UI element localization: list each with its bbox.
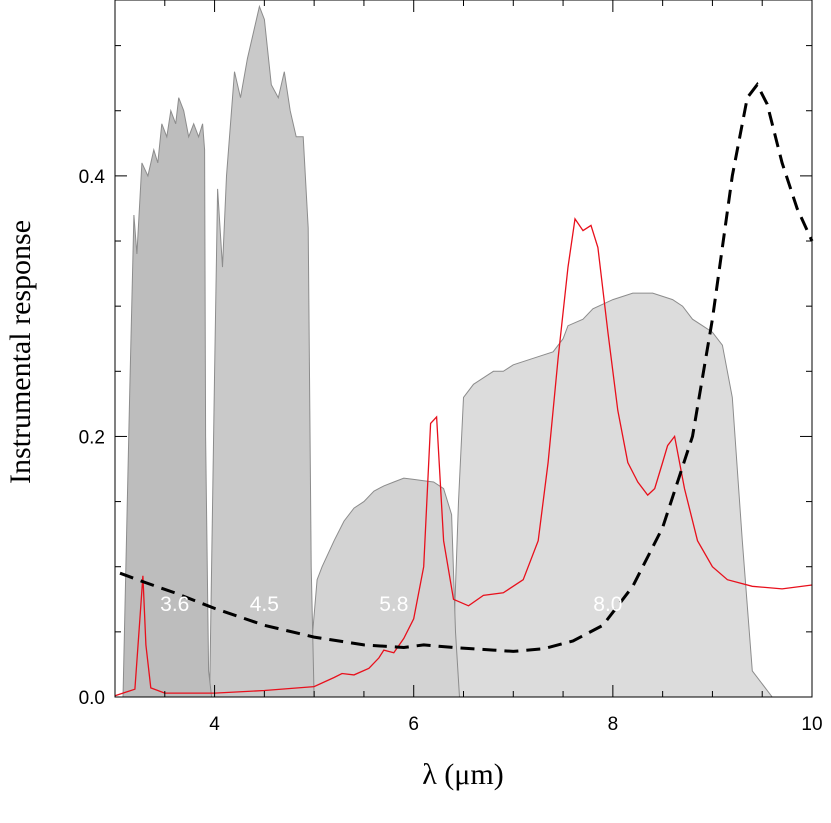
- x-tick-label: 4: [209, 714, 220, 735]
- x-tick-label: 10: [801, 714, 822, 735]
- band-labels: 3.6 4.5 5.8 8.0: [160, 593, 622, 616]
- x-axis-title: λ (μm): [422, 758, 503, 791]
- band-label: 8.0: [593, 593, 622, 616]
- x-tick-label: 8: [608, 714, 619, 735]
- band-8-0: [451, 292, 812, 698]
- band-5-8: [306, 477, 461, 698]
- band-4-5: [209, 4, 315, 698]
- filter-bands: [122, 4, 812, 698]
- spectrum-series: [114, 81, 814, 697]
- x-tick-label: 6: [408, 714, 419, 735]
- dashed-curve: [119, 81, 814, 653]
- band-3-6: [122, 97, 213, 698]
- spectrum-line: [114, 217, 813, 697]
- axis-tick-labels: 4 6 8 10 0.0 0.2 0.4: [79, 167, 823, 735]
- band-label: 4.5: [250, 593, 279, 616]
- y-axis-title: Instrumental response: [4, 220, 37, 484]
- y-tick-label: 0.4: [79, 167, 106, 188]
- y-tick-label: 0.0: [79, 688, 105, 709]
- band-label: 5.8: [379, 593, 408, 616]
- axis-ticks: [114, 0, 813, 698]
- y-tick-label: 0.2: [79, 427, 105, 448]
- band-label: 3.6: [160, 593, 189, 616]
